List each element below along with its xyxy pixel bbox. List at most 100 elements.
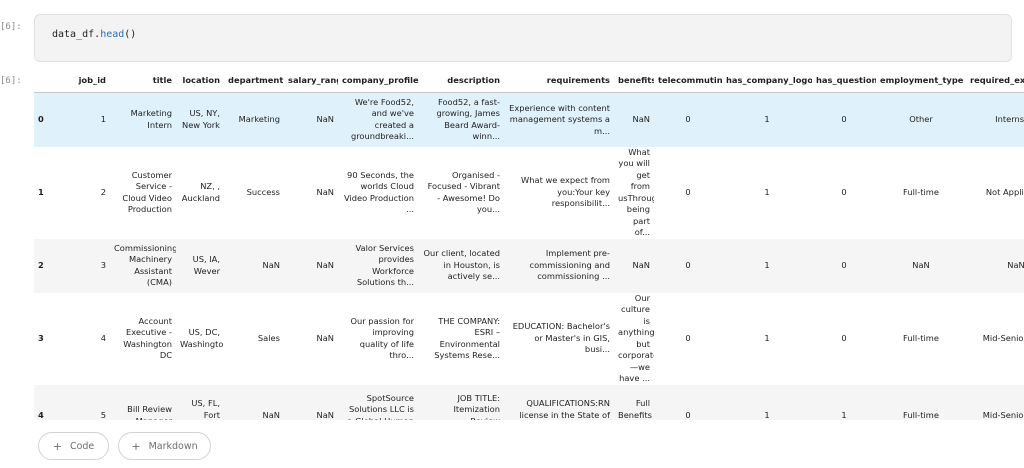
table-row: 4 5 Bill Review Manager US, FL, Fort Worth N… xyxy=(34,384,1024,421)
table-cell-company-profile: SpotSource Solutions LLC is a Global Hum… xyxy=(347,392,414,421)
table-cell-requirements: Implement pre-commissioning and commissi… xyxy=(529,248,610,282)
table-cell-requirements: Experience with content management syste… xyxy=(509,102,610,136)
column-header-department: department xyxy=(224,68,284,93)
input-prompt: [6]: xyxy=(0,22,22,32)
table-cell-location: US, FL, Fort Worth xyxy=(191,398,220,420)
table-cell-company-profile: 90 Seconds, the worlds Cloud Video Produ… xyxy=(343,169,414,215)
table-cell-telecommuting: 0 xyxy=(685,259,691,270)
table-cell-required-experience: Mid-Senior level xyxy=(982,409,1024,420)
table-cell-description: Food52, a fast-growing, James Beard Awar… xyxy=(436,96,500,142)
table-cell-telecommuting: 0 xyxy=(685,186,691,197)
plus-icon: + xyxy=(52,439,62,453)
code-cell-editor[interactable]: data_df.head() xyxy=(34,14,1012,62)
table-cell-department: Success xyxy=(246,186,280,197)
table-cell-department: NaN xyxy=(262,409,281,420)
table-cell-location: US, NY, New York xyxy=(182,108,220,130)
table-row: 0 1 Marketing Intern US, NY, New York Market… xyxy=(34,92,1024,147)
row-index: 3 xyxy=(38,332,44,343)
table-row: 2 3 Commissioning Machinery Assistant (CMA… xyxy=(34,238,1024,293)
table-cell-required-experience: NaN xyxy=(1007,259,1024,270)
column-header-employment-type: employment_type xyxy=(876,68,966,93)
table-cell-description: THE COMPANY: ESRI – Environmental System… xyxy=(434,315,500,361)
table-cell-title: Customer Service - Cloud Video Productio… xyxy=(122,169,172,215)
table-cell-location: US, DC, Washington xyxy=(180,327,224,349)
table-cell-has-company-logo: 1 xyxy=(764,186,770,197)
code-object: data_df xyxy=(52,29,95,40)
table-cell-required-experience: Internship xyxy=(995,114,1024,124)
table-cell-job-id: 2 xyxy=(100,186,106,197)
table-cell-department: NaN xyxy=(262,259,281,270)
code-function: head xyxy=(100,29,125,40)
table-cell-salary-range: NaN xyxy=(316,114,335,124)
table-cell-salary-range: NaN xyxy=(316,186,335,197)
table-cell-employment-type: Full-time xyxy=(903,186,939,197)
table-cell-has-company-logo: 1 xyxy=(764,409,770,420)
column-header-has-company-logo: has_company_logo xyxy=(722,68,812,93)
table-cell-salary-range: NaN xyxy=(316,332,335,343)
table-cell-department: Marketing xyxy=(238,114,280,124)
column-header-title: title xyxy=(110,68,176,93)
dataframe-table: job_idtitlelocationdepartmentsalary_rang… xyxy=(34,68,1024,420)
table-cell-job-id: 5 xyxy=(100,409,106,420)
table-cell-benefits: Our culture is anything but corporate—we… xyxy=(618,292,654,384)
add-markdown-label: Markdown xyxy=(148,440,198,452)
table-cell-title: Marketing Intern xyxy=(130,108,172,130)
table-cell-requirements: QUALIFICATIONS:RN license in the State o… xyxy=(519,398,610,420)
table-cell-job-id: 3 xyxy=(100,259,106,270)
table-cell-description: JOB TITLE: Itemization Review ManagerLOC… xyxy=(453,392,500,421)
table-cell-location: NZ, , Auckland xyxy=(181,181,220,203)
table-cell-has-company-logo: 1 xyxy=(764,114,770,124)
table-cell-benefits: NaN xyxy=(632,114,651,124)
table-row: 1 2 Customer Service - Cloud Video Product… xyxy=(34,146,1024,239)
table-cell-has-questions: 1 xyxy=(841,409,847,420)
output-prompt: [6]: xyxy=(0,76,22,86)
table-cell-has-company-logo: 1 xyxy=(764,259,770,270)
column-header-location: location xyxy=(176,68,224,93)
column-header-requirements: requirements xyxy=(504,68,614,93)
row-index: 4 xyxy=(38,409,44,420)
add-code-label: Code xyxy=(69,440,95,452)
table-cell-company-profile: Our passion for improving quality of lif… xyxy=(350,315,414,361)
plus-icon: + xyxy=(131,439,141,453)
table-cell-company-profile: We're Food52, and we've created a ground… xyxy=(350,96,414,142)
add-markdown-cell-button[interactable]: + Markdown xyxy=(118,432,211,460)
table-cell-salary-range: NaN xyxy=(316,409,335,420)
table-cell-employment-type: Other xyxy=(909,114,933,124)
header-row: job_idtitlelocationdepartmentsalary_rang… xyxy=(34,68,1024,93)
table-cell-job-id: 4 xyxy=(100,332,106,343)
table-cell-has-questions: 0 xyxy=(841,332,847,343)
table-cell-required-experience: Not Applicable xyxy=(985,186,1024,197)
row-index: 2 xyxy=(38,259,44,270)
table-cell-title: Account Executive - Washington DC xyxy=(123,315,172,361)
table-cell-telecommuting: 0 xyxy=(685,409,691,420)
row-index: 0 xyxy=(38,114,44,124)
table-cell-required-experience: Mid-Senior level xyxy=(982,332,1024,343)
table-cell-benefits: Full Benefits Offered xyxy=(618,398,652,420)
table-cell-description: Organised - Focused - Vibrant - Awesome!… xyxy=(427,169,500,215)
table-cell-job-id: 1 xyxy=(100,114,106,124)
table-cell-has-questions: 0 xyxy=(841,259,847,270)
table-cell-company-profile: Valor Services provides Workforce Soluti… xyxy=(355,242,414,288)
table-cell-salary-range: NaN xyxy=(316,259,335,270)
table-cell-employment-type: Full-time xyxy=(903,409,939,420)
column-header-required-experience: required_experience xyxy=(966,68,1024,93)
code-call-parens: () xyxy=(124,29,137,40)
table-row: 3 4 Account Executive - Washington DC US, D… xyxy=(34,292,1024,385)
dataframe-body: 0 1 Marketing Intern US, NY, New York Market… xyxy=(34,92,1024,421)
table-cell-location: US, IA, Wever xyxy=(192,254,220,276)
table-cell-requirements: EDUCATION: Bachelor's or Master's in GIS… xyxy=(512,321,610,355)
column-header-telecommuting: telecommuting xyxy=(654,68,722,93)
column-header-salary-range: salary_range xyxy=(284,68,338,93)
dataframe-header: job_idtitlelocationdepartmentsalary_rang… xyxy=(34,68,1024,93)
column-header-company-profile: company_profile xyxy=(338,68,418,93)
table-cell-title: Bill Review Manager xyxy=(127,404,172,420)
table-cell-has-company-logo: 1 xyxy=(764,332,770,343)
add-code-cell-button[interactable]: + Code xyxy=(38,432,109,460)
table-cell-title: Commissioning Machinery Assistant (CMA) xyxy=(114,242,176,288)
dataframe-output: job_idtitlelocationdepartmentsalary_rang… xyxy=(34,68,1024,420)
table-cell-requirements: What we expect from you:Your key respons… xyxy=(521,175,610,209)
table-cell-has-questions: 0 xyxy=(841,114,847,124)
column-header-description: description xyxy=(418,68,504,93)
column-header-index xyxy=(34,68,62,93)
column-header-job-id: job_id xyxy=(62,68,110,93)
